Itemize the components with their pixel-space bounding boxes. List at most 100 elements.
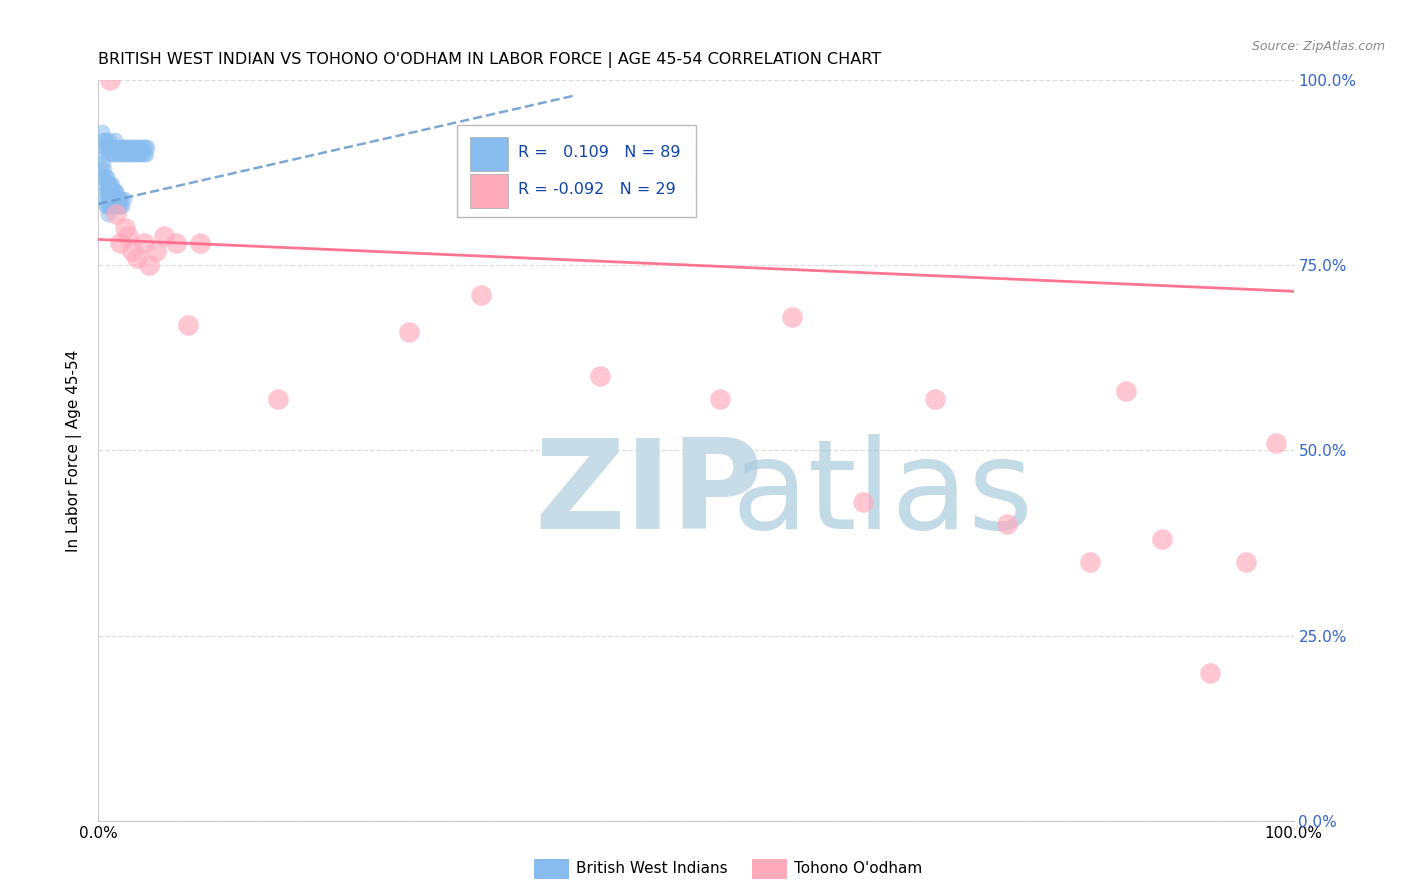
- Point: [131, 140, 153, 154]
- Point: [709, 392, 731, 406]
- Point: [125, 147, 148, 161]
- Point: [96, 199, 118, 213]
- Point: [91, 147, 114, 161]
- Point: [129, 140, 152, 154]
- Point: [780, 310, 803, 325]
- Point: [96, 140, 118, 154]
- Y-axis label: In Labor Force | Age 45-54: In Labor Force | Age 45-54: [66, 350, 83, 551]
- Point: [108, 147, 131, 161]
- Point: [103, 192, 125, 206]
- Text: ZIP: ZIP: [534, 434, 763, 556]
- Point: [110, 192, 132, 206]
- Point: [98, 177, 122, 191]
- Point: [117, 228, 139, 243]
- Point: [138, 259, 160, 273]
- Point: [97, 206, 120, 220]
- Point: [1152, 533, 1174, 547]
- Point: [112, 140, 135, 154]
- Point: [101, 199, 124, 213]
- Point: [94, 199, 117, 213]
- Text: R =   0.109   N = 89: R = 0.109 N = 89: [517, 145, 681, 161]
- Point: [1080, 555, 1102, 569]
- Point: [97, 192, 120, 206]
- Point: [115, 140, 138, 154]
- Point: [121, 147, 143, 161]
- Point: [108, 199, 131, 213]
- Point: [177, 318, 200, 332]
- Point: [104, 184, 127, 198]
- Point: [96, 192, 118, 206]
- Point: [114, 147, 136, 161]
- Point: [96, 177, 118, 191]
- Point: [924, 392, 946, 406]
- Point: [107, 147, 129, 161]
- Point: [112, 192, 135, 206]
- Text: British West Indians: British West Indians: [576, 862, 728, 876]
- Point: [91, 132, 114, 146]
- Text: Source: ZipAtlas.com: Source: ZipAtlas.com: [1251, 40, 1385, 54]
- Point: [105, 206, 128, 220]
- Point: [145, 244, 167, 258]
- Point: [1264, 436, 1286, 450]
- FancyBboxPatch shape: [457, 125, 696, 218]
- Point: [107, 192, 129, 206]
- Point: [121, 244, 143, 258]
- Point: [125, 251, 148, 265]
- Point: [91, 154, 114, 169]
- Point: [115, 147, 138, 161]
- Point: [98, 132, 121, 146]
- Point: [101, 192, 124, 206]
- Point: [105, 140, 128, 154]
- Point: [97, 147, 120, 161]
- Point: [134, 140, 156, 154]
- Point: [128, 147, 150, 161]
- Point: [107, 199, 129, 213]
- Point: [100, 177, 122, 191]
- FancyBboxPatch shape: [470, 136, 509, 170]
- Point: [118, 147, 141, 161]
- Point: [93, 177, 115, 191]
- Point: [93, 162, 115, 177]
- Point: [105, 199, 128, 213]
- Point: [94, 184, 117, 198]
- Point: [97, 177, 120, 191]
- Point: [98, 192, 122, 206]
- Point: [470, 288, 492, 302]
- Point: [93, 140, 115, 154]
- Point: [153, 228, 176, 243]
- Point: [103, 147, 125, 161]
- Text: atlas: atlas: [733, 434, 1033, 556]
- Point: [94, 132, 117, 146]
- Point: [995, 517, 1018, 532]
- Point: [98, 177, 121, 191]
- Point: [1234, 555, 1257, 569]
- Point: [1199, 665, 1222, 680]
- Point: [108, 192, 131, 206]
- Point: [98, 184, 122, 198]
- Point: [105, 184, 128, 198]
- Point: [1115, 384, 1137, 399]
- Point: [101, 140, 124, 154]
- Point: [110, 140, 132, 154]
- Point: [101, 184, 124, 198]
- Point: [104, 199, 127, 213]
- Point: [100, 192, 122, 206]
- Text: BRITISH WEST INDIAN VS TOHONO O'ODHAM IN LABOR FORCE | AGE 45-54 CORRELATION CHA: BRITISH WEST INDIAN VS TOHONO O'ODHAM IN…: [98, 52, 882, 68]
- Point: [96, 169, 118, 184]
- Point: [103, 199, 125, 213]
- Point: [108, 236, 131, 251]
- Point: [105, 192, 128, 206]
- Point: [132, 236, 155, 251]
- Point: [98, 199, 122, 213]
- Point: [98, 140, 122, 154]
- Point: [94, 169, 117, 184]
- FancyBboxPatch shape: [470, 174, 509, 208]
- Point: [98, 199, 121, 213]
- Point: [122, 140, 145, 154]
- Point: [91, 169, 114, 184]
- Point: [90, 162, 112, 177]
- Point: [852, 495, 875, 509]
- Point: [98, 184, 121, 198]
- Point: [117, 140, 139, 154]
- Point: [111, 147, 134, 161]
